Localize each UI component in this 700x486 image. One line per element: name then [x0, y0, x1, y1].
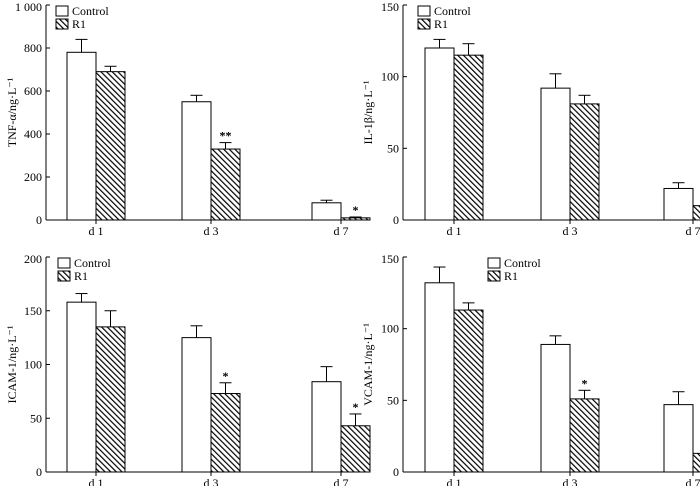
significance-label: *	[353, 203, 359, 217]
bar-control-2	[540, 87, 571, 221]
legend-swatch-control	[417, 5, 431, 17]
legend-swatch-control	[57, 257, 71, 269]
y-tick-label: 0	[36, 465, 42, 479]
legend-swatch-control	[55, 5, 69, 17]
x-tick-label: d 7	[334, 224, 349, 238]
x-tick-label: d 7	[686, 476, 700, 486]
x-tick-label: d 3	[204, 224, 219, 238]
x-tick-label: d 7	[686, 224, 700, 238]
bar-r1-2	[569, 103, 600, 221]
y-tick-label: 600	[24, 84, 42, 98]
y-tick-label: 0	[393, 465, 399, 479]
bar-r1-1	[95, 71, 126, 221]
bar-control-2	[181, 101, 212, 221]
legend-label-control: Control	[434, 4, 471, 18]
y-tick-label: 150	[381, 252, 399, 266]
bar-r1-3	[340, 217, 371, 221]
bar-r1-3	[692, 452, 700, 473]
y-axis-label: ICAM-1/ng·L⁻¹	[5, 325, 19, 403]
legend-label-control: Control	[504, 256, 541, 270]
bar-control-1	[66, 301, 97, 473]
y-tick-label: 200	[24, 170, 42, 184]
x-tick-label: d 7	[334, 476, 349, 486]
bar-r1-1	[95, 326, 126, 473]
y-tick-label: 100	[24, 358, 42, 372]
y-tick-label: 0	[393, 213, 399, 227]
significance-label: **	[220, 129, 232, 143]
y-tick-label: 150	[381, 0, 399, 14]
y-axis-label: TNF-α/ng·L⁻¹	[5, 77, 19, 147]
bar-r1-2	[210, 393, 241, 473]
x-tick-label: d 3	[563, 476, 578, 486]
legend-swatch-r1	[55, 18, 69, 30]
bar-control-1	[424, 47, 455, 221]
y-axis-label: VCAM-1/ng·L⁻¹	[361, 323, 375, 406]
y-tick-label: 200	[24, 252, 42, 266]
bar-r1-1	[453, 309, 484, 473]
y-tick-label: 50	[387, 141, 399, 155]
x-tick-label: d 1	[89, 224, 104, 238]
y-tick-label: 100	[381, 70, 399, 84]
significance-label: *	[353, 400, 359, 414]
y-tick-label: 100	[381, 322, 399, 336]
bar-control-2	[181, 337, 212, 473]
bar-r1-2	[210, 148, 241, 221]
bar-control-3	[663, 187, 694, 221]
y-tick-label: 50	[30, 411, 42, 425]
x-tick-label: d 3	[204, 476, 219, 486]
bar-r1-3	[692, 205, 700, 221]
y-axis-label: IL-1β/ng·L⁻¹	[361, 80, 375, 144]
chart-panel-1: 0 200 400 600 800 1 000 TNF-α/ng·L⁻¹ d 1 d 3 ** d …	[5, 0, 371, 238]
legend-swatch-r1	[417, 18, 431, 30]
bar-control-1	[66, 51, 97, 221]
y-tick-label: 50	[387, 393, 399, 407]
y-tick-label: 0	[36, 213, 42, 227]
bar-control-3	[663, 404, 694, 473]
y-tick-label: 800	[24, 41, 42, 55]
bar-r1-3	[340, 425, 371, 473]
significance-label: *	[582, 376, 588, 390]
bar-r1-1	[453, 54, 484, 221]
bar-control-1	[424, 282, 455, 473]
y-tick-label: 1 000	[15, 0, 42, 14]
legend-swatch-r1	[57, 270, 71, 282]
legend-swatch-r1	[487, 270, 501, 282]
bar-control-2	[540, 343, 571, 473]
y-tick-label: 400	[24, 127, 42, 141]
legend-label-r1: R1	[504, 269, 518, 283]
legend-label-r1: R1	[72, 17, 86, 31]
chart-panel-3: 0 50 100 150 200 ICAM-1/ng·L⁻¹ d 1 d 3 * d 7 * Cont…	[5, 252, 371, 486]
legend-label-control: Control	[72, 4, 109, 18]
x-tick-label: d 1	[447, 476, 462, 486]
significance-label: *	[223, 369, 229, 383]
legend-label-r1: R1	[434, 17, 448, 31]
x-tick-label: d 3	[563, 224, 578, 238]
bar-control-3	[311, 381, 342, 473]
bar-r1-2	[569, 398, 600, 473]
x-tick-label: d 1	[447, 224, 462, 238]
legend-label-r1: R1	[74, 269, 88, 283]
x-tick-label: d 1	[89, 476, 104, 486]
y-tick-label: 150	[24, 304, 42, 318]
legend-swatch-control	[487, 257, 501, 269]
bar-control-3	[311, 202, 342, 221]
legend-label-control: Control	[74, 256, 111, 270]
